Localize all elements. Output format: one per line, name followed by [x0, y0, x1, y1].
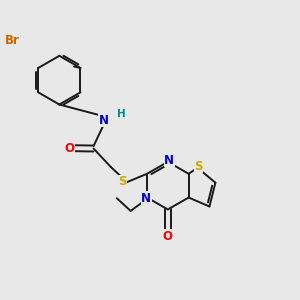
Text: N: N [141, 192, 151, 205]
Text: O: O [65, 142, 75, 155]
Text: O: O [163, 230, 173, 243]
Text: N: N [99, 114, 109, 127]
Text: S: S [194, 160, 203, 173]
Text: H: H [117, 109, 126, 119]
Text: N: N [164, 154, 174, 167]
Text: Br: Br [5, 34, 20, 46]
Text: S: S [118, 175, 127, 188]
